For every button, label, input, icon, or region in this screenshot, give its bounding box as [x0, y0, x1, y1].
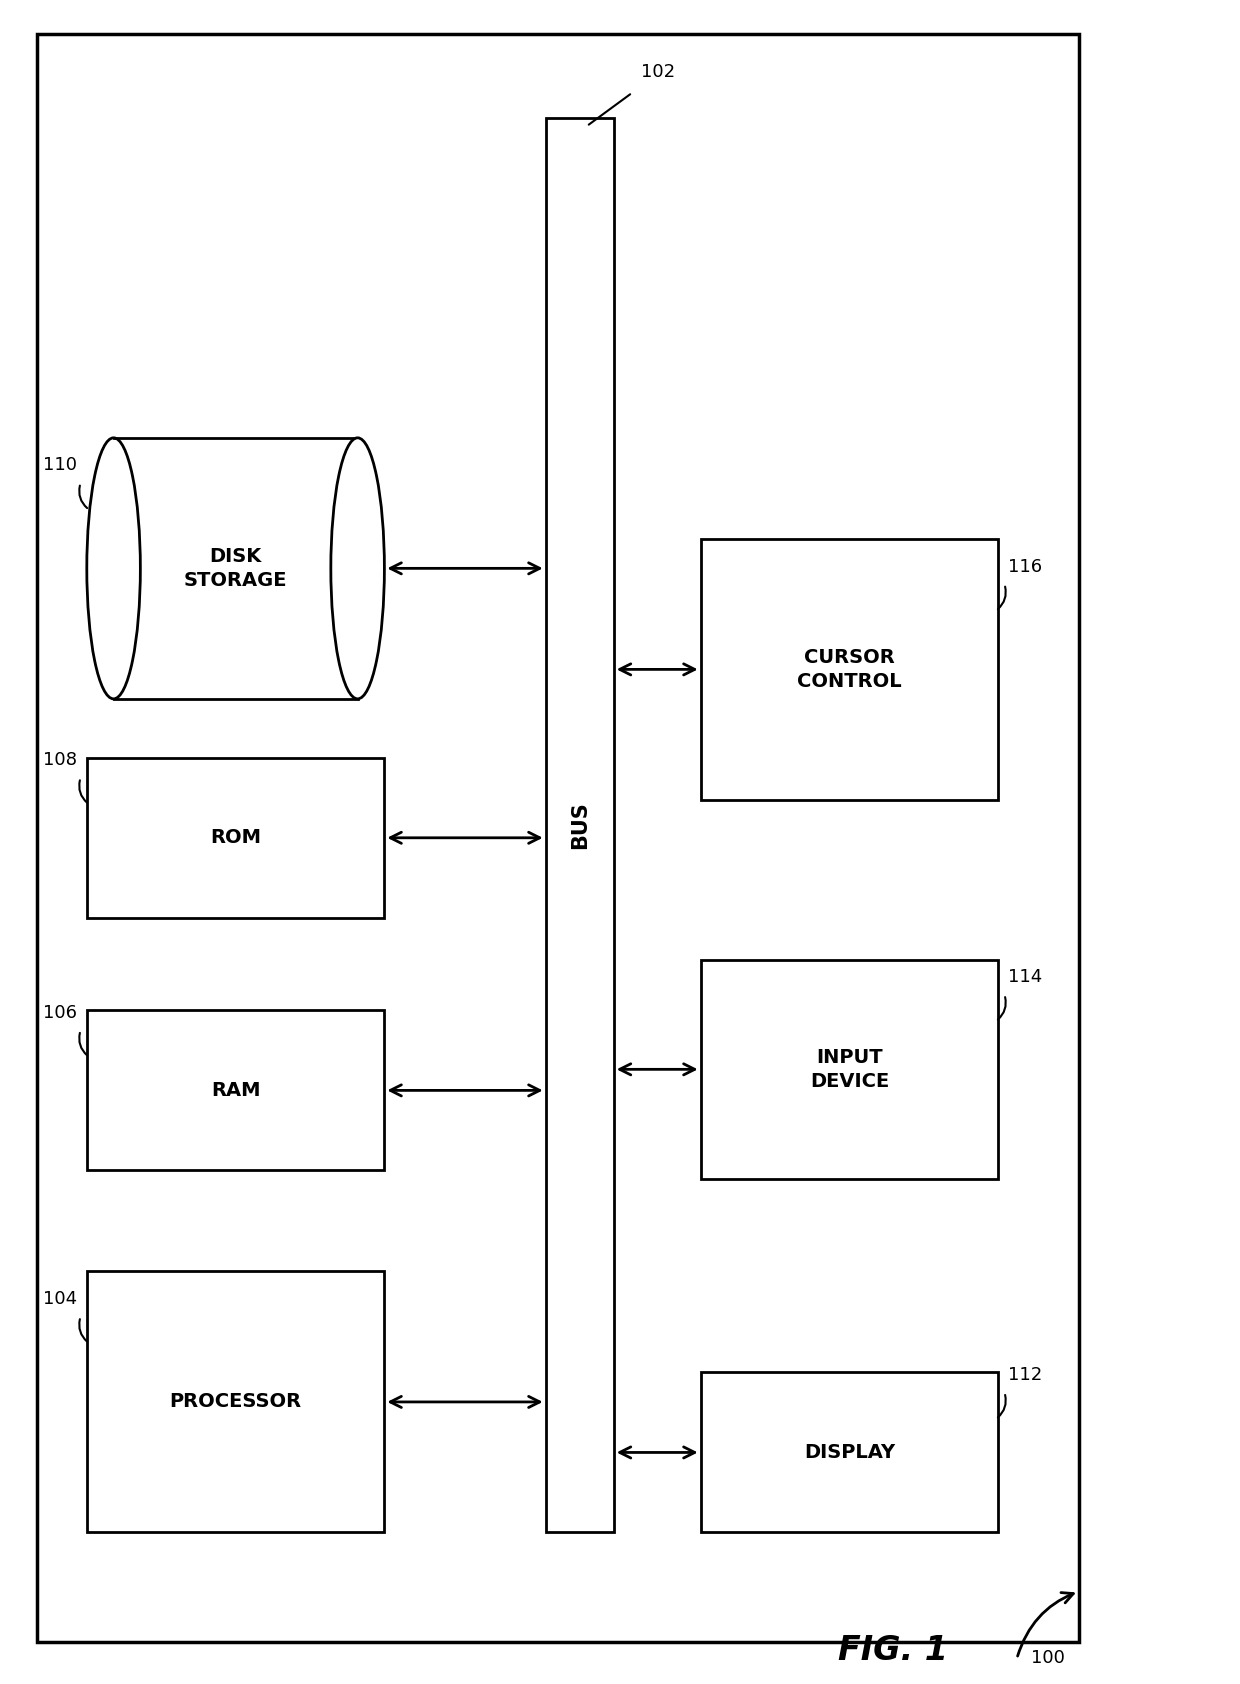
Text: 104: 104 — [42, 1290, 77, 1308]
Text: 108: 108 — [43, 751, 77, 770]
Ellipse shape — [87, 438, 140, 699]
Text: 114: 114 — [1008, 968, 1043, 987]
Text: 116: 116 — [1008, 557, 1043, 576]
Bar — [546, 118, 614, 1532]
Bar — [87, 1271, 384, 1532]
Bar — [87, 1010, 384, 1170]
Bar — [87, 758, 384, 918]
Text: PROCESSOR: PROCESSOR — [170, 1393, 301, 1411]
Text: CURSOR
CONTROL: CURSOR CONTROL — [797, 648, 901, 690]
Text: INPUT
DEVICE: INPUT DEVICE — [810, 1047, 889, 1091]
Text: RAM: RAM — [211, 1081, 260, 1100]
Text: 112: 112 — [1008, 1366, 1043, 1384]
Bar — [114, 438, 357, 699]
Text: 100: 100 — [1030, 1649, 1065, 1667]
Bar — [701, 960, 998, 1179]
Text: 106: 106 — [43, 1004, 77, 1022]
Text: BUS: BUS — [569, 802, 590, 849]
Text: 102: 102 — [641, 62, 676, 81]
Bar — [701, 1372, 998, 1532]
Bar — [701, 539, 998, 800]
Text: DISK
STORAGE: DISK STORAGE — [184, 547, 288, 589]
Text: ROM: ROM — [210, 829, 262, 847]
Text: 110: 110 — [43, 456, 77, 475]
Text: DISPLAY: DISPLAY — [804, 1443, 895, 1462]
Ellipse shape — [331, 438, 384, 699]
Bar — [37, 34, 1079, 1642]
Text: FIG. 1: FIG. 1 — [838, 1633, 947, 1667]
